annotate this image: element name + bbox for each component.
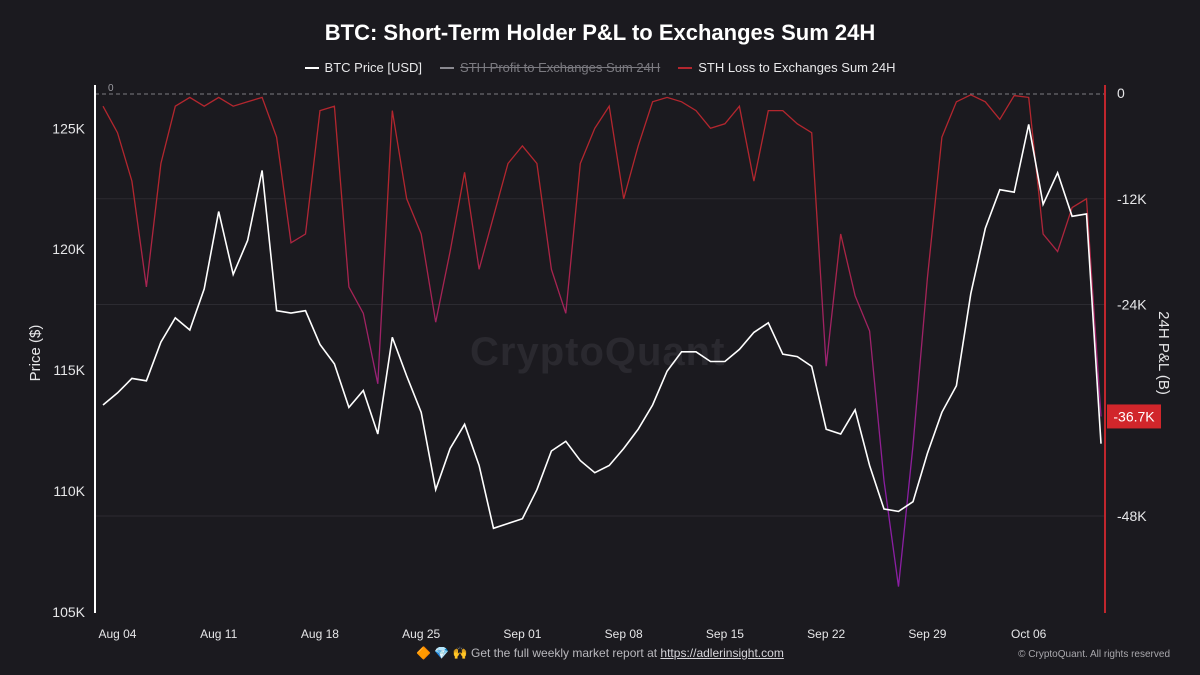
x-tick-label: Sep 01 bbox=[503, 627, 541, 641]
y-left-tick-label: 115K bbox=[53, 362, 85, 378]
series-sth-loss-line bbox=[102, 94, 1102, 587]
last-value-badge: -36.7K bbox=[1107, 404, 1161, 429]
legend-label-btc-price: BTC Price [USD] bbox=[324, 60, 423, 75]
x-tick-label: Oct 06 bbox=[1011, 627, 1047, 641]
grid-lines bbox=[95, 198, 1105, 517]
y-right-ticks: 0 -12K -24K -48K bbox=[1117, 85, 1147, 524]
x-tick-label: Sep 08 bbox=[605, 627, 643, 641]
footer-emoji-icons: 🔶 💎 🙌 bbox=[416, 646, 468, 660]
x-tick-label: Sep 15 bbox=[706, 627, 744, 641]
chart-title: BTC: Short-Term Holder P&L to Exchanges … bbox=[324, 20, 876, 45]
y-left-tick-label: 125K bbox=[52, 120, 85, 136]
x-ticks: Aug 04 Aug 11 Aug 18 Aug 25 Sep 01 Sep 08 Sep … bbox=[98, 627, 1046, 641]
footer-text: Get the full weekly market report at bbox=[471, 646, 661, 660]
y-right-tick-label: -12K bbox=[1117, 191, 1147, 207]
legend-label-sth-loss: STH Loss to Exchanges Sum 24H bbox=[698, 60, 896, 75]
zero-marker-label: 0 bbox=[108, 83, 114, 94]
x-tick-label: Sep 22 bbox=[807, 627, 845, 641]
y-right-tick-label: -24K bbox=[1117, 297, 1147, 313]
y-right-tick-label: -48K bbox=[1117, 508, 1147, 524]
y-left-axis-label: Price ($) bbox=[27, 325, 44, 382]
footer-link[interactable]: https://adlerinsight.com bbox=[660, 646, 784, 660]
x-tick-label: Aug 18 bbox=[301, 627, 339, 641]
axes bbox=[94, 85, 1106, 613]
legend-item-btc-price[interactable]: BTC Price [USD] bbox=[304, 60, 423, 75]
series-btc-price-line bbox=[102, 124, 1102, 530]
y-left-ticks: 105K 110K 115K 120K 125K bbox=[52, 120, 85, 620]
x-tick-label: Aug 11 bbox=[200, 627, 237, 641]
last-value-label: -36.7K bbox=[1113, 408, 1155, 424]
copyright: © CryptoQuant. All rights reserved bbox=[1018, 649, 1170, 660]
y-right-axis-label: 24H P&L (B) bbox=[1155, 311, 1172, 395]
legend-swatch-sth-profit bbox=[440, 66, 455, 69]
legend-label-sth-profit: STH Profit to Exchanges Sum 24H bbox=[460, 60, 661, 75]
legend-swatch-sth-loss bbox=[678, 66, 693, 69]
y-left-tick-label: 110K bbox=[53, 483, 85, 499]
x-tick-label: Sep 29 bbox=[908, 627, 946, 641]
footer: 🔶 💎 🙌 Get the full weekly market report … bbox=[0, 646, 1200, 660]
x-tick-label: Aug 04 bbox=[98, 627, 136, 641]
y-left-tick-label: 120K bbox=[52, 241, 85, 257]
legend-item-sth-loss[interactable]: STH Loss to Exchanges Sum 24H bbox=[678, 60, 895, 75]
legend: BTC Price [USD] STH Profit to Exchanges … bbox=[0, 60, 1200, 75]
legend-item-sth-profit[interactable]: STH Profit to Exchanges Sum 24H bbox=[440, 60, 660, 75]
x-tick-label: Aug 25 bbox=[402, 627, 440, 641]
y-right-tick-label: 0 bbox=[1117, 85, 1125, 101]
y-left-tick-label: 105K bbox=[52, 604, 85, 620]
legend-swatch-btc-price bbox=[304, 66, 319, 69]
